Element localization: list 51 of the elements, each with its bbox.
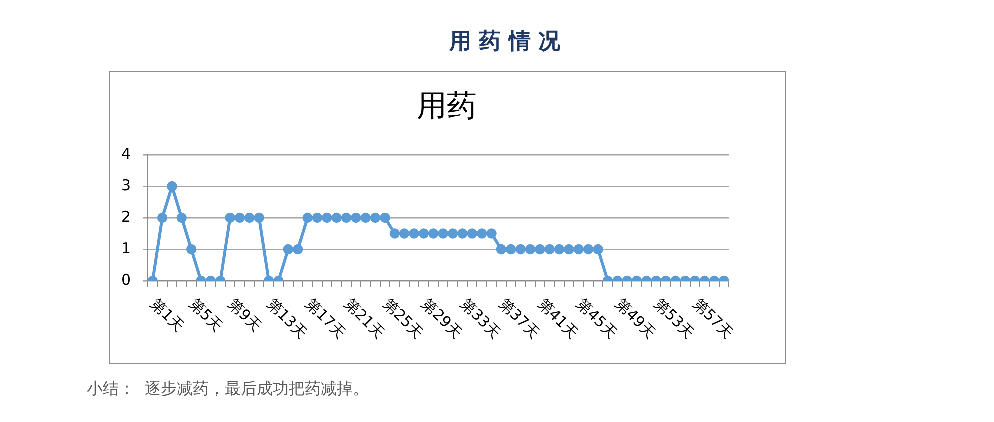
point <box>390 228 400 239</box>
point <box>438 228 448 239</box>
point <box>496 244 507 255</box>
point <box>283 244 294 255</box>
point <box>292 244 304 255</box>
x-tick-label: 第1天 <box>147 294 188 336</box>
point <box>157 212 168 224</box>
point <box>186 244 197 255</box>
x-tick-label: 第5天 <box>186 294 227 336</box>
point <box>506 244 516 255</box>
point <box>583 244 594 255</box>
y-tick-label: 0 <box>121 270 131 289</box>
point <box>544 244 555 255</box>
point <box>225 212 236 224</box>
point <box>312 212 323 224</box>
point <box>322 212 332 224</box>
x-tick-label: 第9天 <box>224 294 266 336</box>
chart-subtitle: 用药 <box>417 88 477 124</box>
y-tick-label: 2 <box>121 208 131 226</box>
point <box>448 228 458 239</box>
point <box>516 244 526 255</box>
point <box>370 212 381 224</box>
point <box>332 212 342 224</box>
point <box>234 212 246 224</box>
point <box>254 212 264 224</box>
point <box>409 228 420 239</box>
point <box>554 244 565 255</box>
point <box>564 244 574 255</box>
point <box>593 244 604 255</box>
point <box>302 212 313 224</box>
point <box>525 244 536 255</box>
point <box>476 228 488 239</box>
y-tick-label: 1 <box>121 239 131 258</box>
point <box>418 228 430 239</box>
chart-title: 用 药 情 况 <box>448 30 562 55</box>
point <box>341 212 352 224</box>
text: 小结： 逐步减药，最后成功把药减掉。 <box>87 379 370 398</box>
y-tick-label: 3 <box>121 176 131 194</box>
point <box>574 244 584 255</box>
point <box>360 212 371 224</box>
y-tick-label: 4 <box>121 144 131 163</box>
point <box>535 244 546 255</box>
point <box>400 228 410 239</box>
point <box>458 228 468 239</box>
point <box>486 228 497 239</box>
point <box>428 228 439 239</box>
point <box>351 212 362 224</box>
point <box>244 212 255 224</box>
point <box>467 228 478 239</box>
point <box>380 212 390 224</box>
point <box>176 212 187 224</box>
